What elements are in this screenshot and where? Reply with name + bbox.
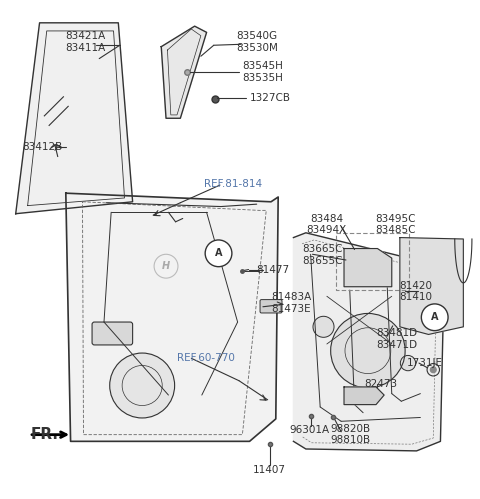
Text: 1731JE: 1731JE <box>407 358 443 368</box>
Text: A: A <box>215 249 222 258</box>
Text: 81420
81410: 81420 81410 <box>399 281 432 302</box>
Text: 96301A: 96301A <box>289 425 329 435</box>
Text: FR.: FR. <box>31 427 59 442</box>
Polygon shape <box>344 387 384 405</box>
Polygon shape <box>293 233 444 451</box>
Text: 98820B
98810B: 98820B 98810B <box>331 424 371 446</box>
FancyBboxPatch shape <box>260 299 282 313</box>
Polygon shape <box>16 23 132 214</box>
Text: 81477: 81477 <box>256 264 289 274</box>
Text: 83421A
83411A: 83421A 83411A <box>65 31 105 53</box>
Text: 81483A
81473E: 81483A 81473E <box>271 292 312 314</box>
Circle shape <box>400 355 416 371</box>
Text: 83481D
83471D: 83481D 83471D <box>376 328 417 350</box>
Text: 83665C
83655C: 83665C 83655C <box>302 245 342 266</box>
Circle shape <box>205 240 232 266</box>
Polygon shape <box>400 238 463 334</box>
Circle shape <box>110 353 175 418</box>
Text: 11407: 11407 <box>253 465 286 475</box>
Polygon shape <box>66 193 278 441</box>
Text: REF.60-770: REF.60-770 <box>177 353 235 363</box>
Text: 83540G
83530M: 83540G 83530M <box>236 31 277 53</box>
Text: A: A <box>431 312 438 322</box>
Text: 1327CB: 1327CB <box>250 93 290 103</box>
Polygon shape <box>344 249 392 287</box>
Polygon shape <box>161 26 206 118</box>
Text: REF.81-814: REF.81-814 <box>204 179 262 189</box>
Circle shape <box>421 304 448 331</box>
Circle shape <box>431 367 436 373</box>
Text: 83495C
83485C: 83495C 83485C <box>375 214 415 236</box>
Text: H: H <box>162 261 170 271</box>
Text: 83412B: 83412B <box>22 142 62 152</box>
Text: 82473: 82473 <box>364 379 397 389</box>
Circle shape <box>331 313 405 388</box>
FancyBboxPatch shape <box>92 322 132 345</box>
Text: 83484
83494X: 83484 83494X <box>307 214 347 236</box>
Text: 83545H
83535H: 83545H 83535H <box>242 61 283 83</box>
Circle shape <box>313 316 334 337</box>
